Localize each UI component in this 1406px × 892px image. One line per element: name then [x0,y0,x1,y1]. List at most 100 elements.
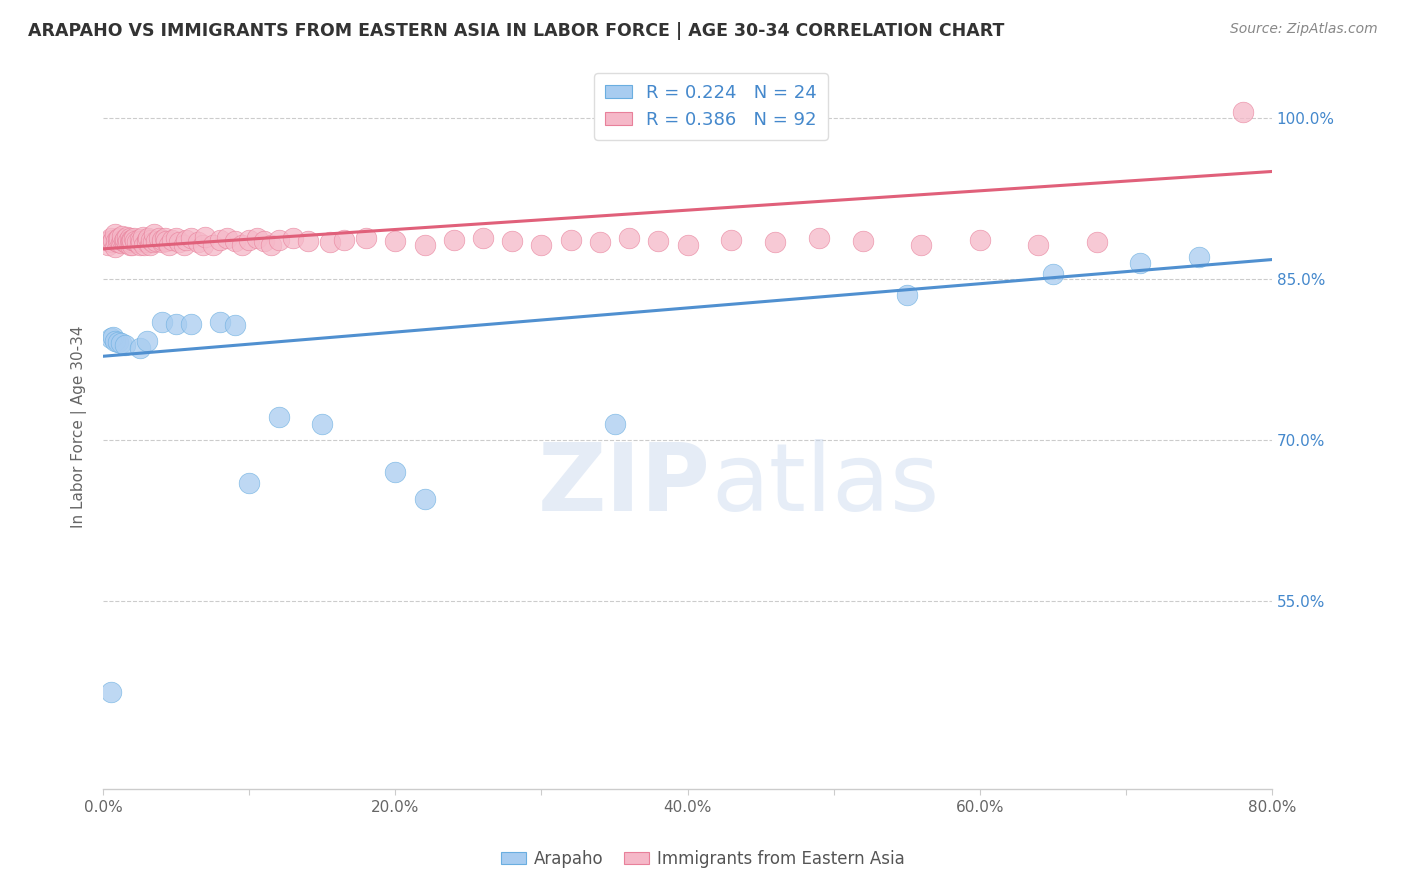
Point [267,233,290,247]
Point [105,235,128,249]
Point [194,230,217,244]
Point [647,235,669,249]
Point [180,231,202,245]
Text: Source: ZipAtlas.com: Source: ZipAtlas.com [1230,22,1378,37]
Point [318,235,340,250]
Point [107,232,129,246]
Point [155,235,177,249]
Point [560,233,582,247]
Point [145,235,167,249]
Point [165,317,187,331]
Point [114,338,136,352]
Point [128,237,150,252]
Point [129,235,152,249]
Point [167,235,190,250]
Point [165,231,187,245]
Point [253,235,276,249]
Legend: Arapaho, Immigrants from Eastern Asia: Arapaho, Immigrants from Eastern Asia [495,844,911,875]
Point [224,318,246,332]
Point [260,237,283,252]
Point [100,685,122,699]
Point [808,231,831,245]
Point [128,341,150,355]
Point [121,237,143,252]
Point [1026,237,1049,252]
Point [530,237,553,252]
Point [121,233,143,247]
Point [139,237,162,252]
Point [97,237,120,252]
Point [209,233,232,247]
Point [763,235,786,250]
Point [110,236,132,251]
Point [108,231,131,245]
Point [231,237,253,252]
Point [142,235,165,250]
Text: ARAPAHO VS IMMIGRANTS FROM EASTERN ASIA IN LABOR FORCE | AGE 30-34 CORRELATION C: ARAPAHO VS IMMIGRANTS FROM EASTERN ASIA … [28,22,1004,40]
Point [103,330,125,344]
Point [128,232,150,246]
Point [617,231,640,245]
Point [1129,256,1152,270]
Point [501,235,523,249]
Point [246,231,269,245]
Point [125,235,148,250]
Point [209,315,232,329]
Point [187,235,209,250]
Point [100,231,122,245]
Point [281,231,304,245]
Point [160,233,183,247]
Point [117,235,139,249]
Point [1042,267,1064,281]
Point [297,235,319,249]
Point [224,235,246,249]
Point [138,231,160,245]
Point [1085,235,1108,250]
Point [136,233,159,247]
Point [141,233,163,247]
Legend: R = 0.224   N = 24, R = 0.386   N = 92: R = 0.224 N = 24, R = 0.386 N = 92 [593,73,828,140]
Point [852,235,875,249]
Point [118,237,141,252]
Point [134,237,156,252]
Point [173,237,195,252]
Point [122,231,145,245]
Point [136,235,159,250]
Point [238,475,260,490]
Point [114,235,136,250]
Point [143,227,166,241]
Text: atlas: atlas [711,439,939,531]
Point [603,417,626,431]
Point [472,231,495,245]
Point [217,231,239,245]
Point [111,228,134,243]
Point [896,288,918,302]
Point [110,336,132,351]
Point [107,335,129,350]
Point [384,235,406,249]
Point [589,235,612,250]
Point [201,237,224,252]
Point [100,331,122,345]
Point [107,235,129,250]
Point [180,317,202,331]
Point [118,231,141,245]
Point [112,235,135,249]
Point [115,230,138,244]
Point [157,237,180,252]
Point [1188,251,1211,265]
Point [1232,105,1254,120]
Point [443,233,465,247]
Point [413,237,436,252]
Point [191,237,214,252]
Point [969,233,991,247]
Point [413,492,436,507]
Point [354,231,377,245]
Point [104,227,127,241]
Y-axis label: In Labor Force | Age 30-34: In Labor Force | Age 30-34 [72,326,87,528]
Point [238,233,260,247]
Text: ZIP: ZIP [538,439,711,531]
Point [131,230,153,244]
Point [120,235,142,250]
Point [384,465,406,479]
